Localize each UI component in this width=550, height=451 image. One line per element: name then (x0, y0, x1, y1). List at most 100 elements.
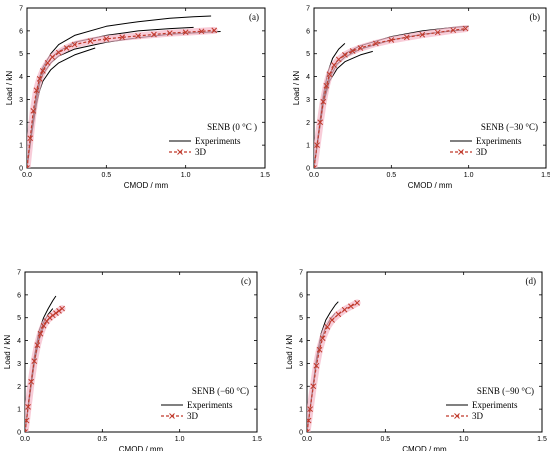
legend-3d-marker (169, 413, 175, 419)
condition-annotation: SENB (−60 °C) (192, 386, 249, 396)
y-axis-title: Load / kN (5, 71, 14, 105)
model-line (27, 29, 215, 168)
model-point (326, 71, 333, 78)
model-point (317, 119, 324, 126)
x-tick-label: 1.0 (181, 172, 191, 179)
legend-3d-marker (177, 149, 183, 155)
y-tick-label: 7 (299, 270, 303, 277)
model-point (450, 27, 457, 34)
y-tick-label: 3 (299, 361, 303, 368)
model-point (307, 417, 312, 424)
model-point (342, 52, 348, 58)
x-tick-label: 0.5 (380, 436, 390, 443)
legend-3d-label: 3D (472, 411, 484, 421)
y-tick-label: 3 (306, 97, 310, 104)
model-point (53, 310, 59, 316)
model-point (403, 34, 410, 41)
model-point (25, 429, 28, 432)
model-point (357, 45, 364, 51)
model-point (28, 378, 35, 385)
model-point (335, 311, 342, 318)
y-tick-label: 0 (299, 430, 303, 437)
model-point (40, 322, 47, 329)
condition-annotation: SENB (0 °C ) (207, 122, 257, 132)
panel-d: 0.0 0.5 1.0 1.5 0 1 2 3 4 5 6 7 CMOD / mm Load / kN (d… (285, 270, 547, 451)
y-tick-label: 7 (17, 270, 21, 277)
y-tick-label: 2 (17, 384, 21, 391)
y-tick-label: 6 (17, 292, 21, 299)
model-point (462, 25, 469, 32)
x-tick-label: 1.5 (537, 436, 547, 443)
model-point (316, 346, 323, 353)
plot-frame (313, 7, 547, 169)
model-point (307, 429, 310, 432)
model-point (63, 45, 70, 51)
model-point (313, 362, 320, 369)
model-point (314, 165, 317, 168)
model-point (25, 404, 31, 410)
model-point (135, 33, 141, 39)
model-point (37, 330, 44, 337)
y-axis-title: Load / kN (3, 335, 12, 369)
model-point (151, 31, 157, 38)
model-point (36, 76, 43, 82)
series-group (27, 15, 221, 168)
y-tick-label: 5 (17, 315, 21, 322)
y-tick-label: 6 (19, 28, 23, 35)
series-group (314, 25, 470, 168)
y-tick-label: 1 (17, 407, 21, 414)
y-tick-label: 3 (17, 361, 21, 368)
model-point (71, 41, 78, 48)
model-point (56, 308, 62, 314)
model-point (27, 165, 30, 168)
model-point (354, 300, 360, 306)
model-point (324, 324, 331, 330)
model-point (373, 40, 379, 47)
model-point (25, 417, 30, 424)
experiment-line (314, 29, 466, 168)
y-tick-label: 4 (299, 338, 303, 345)
y-tick-label: 2 (299, 384, 303, 391)
plot-frame (24, 271, 258, 433)
model-point (331, 62, 337, 68)
y-tick-label: 1 (306, 143, 310, 150)
series-group (307, 299, 361, 432)
model-point (33, 87, 40, 94)
x-tick-label: 0.0 (309, 172, 319, 179)
model-point (46, 314, 53, 321)
model-point (198, 28, 205, 35)
model-point (335, 56, 342, 63)
legend-3d-label: 3D (187, 411, 199, 421)
legend-3d-label: 3D (476, 147, 488, 157)
x-axis-title: CMOD / mm (119, 445, 164, 451)
y-tick-label: 4 (17, 338, 21, 345)
series-group (25, 295, 66, 432)
x-tick-label: 1.0 (464, 172, 474, 179)
y-tick-label: 1 (299, 407, 303, 414)
x-tick-label: 0.5 (386, 172, 396, 179)
model-point (434, 29, 441, 36)
model-point (320, 98, 327, 105)
x-axis-title: CMOD / mm (408, 181, 453, 190)
y-tick-label: 6 (306, 28, 310, 35)
model-point (419, 31, 426, 38)
legend-experiment-label: Experiments (187, 400, 233, 410)
legend-experiment-label: Experiments (195, 136, 241, 146)
experiment-line (27, 26, 194, 168)
y-tick-label: 5 (299, 315, 303, 322)
model-point (341, 306, 348, 313)
y-tick-label: 2 (19, 120, 23, 127)
legend-3d-label: 3D (195, 147, 207, 157)
model-point (49, 54, 56, 60)
plot-frame (306, 271, 543, 433)
y-tick-label: 0 (19, 166, 23, 173)
y-tick-label: 0 (306, 166, 310, 173)
model-point (40, 68, 46, 74)
model-point (49, 312, 56, 319)
y-tick-label: 0 (17, 430, 21, 437)
x-tick-label: 1.5 (541, 172, 550, 179)
model-point (329, 317, 335, 323)
